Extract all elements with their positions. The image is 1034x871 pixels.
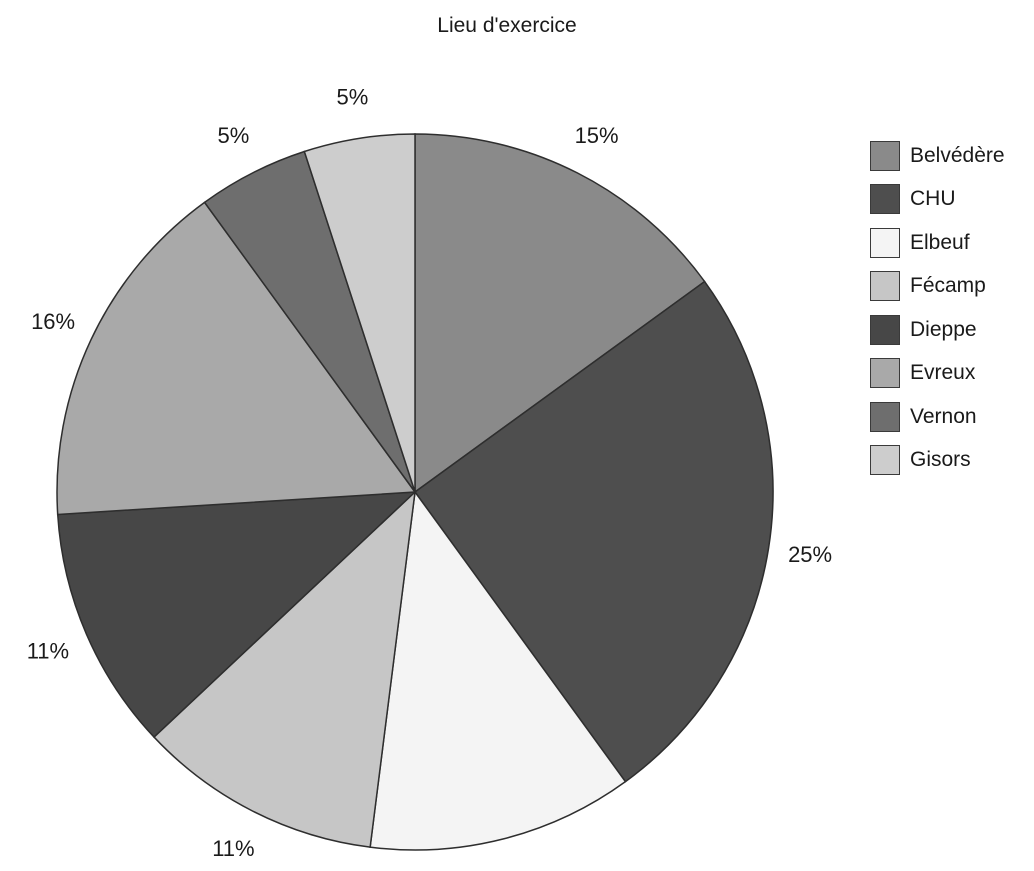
legend-item: Fécamp [870,265,1032,309]
legend-item: Vernon [870,395,1032,439]
pie-slice-4 [56,491,418,739]
pie-slice-labels: 15% 25% 12% 11% 11% 16% 5% 5% [27,84,832,871]
legend-label: Evreux [910,361,976,385]
legend-swatch [870,184,900,215]
legend-label: Dieppe [910,317,977,341]
legend-swatch [870,445,900,476]
legend-item: Belvédère [870,134,1032,178]
pie-slice-1 [413,280,774,783]
pie-slice-2 [369,490,627,851]
legend-item: Gisors [870,439,1032,483]
slice-value-label: 5% [218,123,250,148]
legend-swatch [870,271,900,302]
legend-label: Vernon [910,404,977,428]
legend-label: Gisors [910,448,971,472]
legend-item: Elbeuf [870,221,1032,265]
legend-swatch [870,358,900,389]
legend-item: Evreux [870,352,1032,396]
pie-slice-0 [414,133,706,494]
pie-slices [56,133,774,851]
legend-label: Fécamp [910,274,986,298]
chart-title: Lieu d'exercice [437,14,577,37]
slice-value-label: 16% [31,309,75,334]
pie-slice-7 [303,133,416,493]
legend-label: CHU [910,187,956,211]
slice-value-label: 11% [27,638,69,663]
slice-value-label: 5% [337,84,369,109]
slice-value-label: 11% [212,836,254,861]
legend-swatch [870,314,900,345]
slice-value-label: 15% [575,123,619,148]
slice-value-label: 25% [788,542,832,567]
legend-swatch [870,401,900,432]
chart-legend: Belvédère CHU Elbeuf Fécamp Dieppe Evreux Vern… [870,134,1032,482]
legend-item: Dieppe [870,308,1032,352]
legend-label: Elbeuf [910,230,970,254]
legend-swatch [870,227,900,258]
legend-swatch [870,140,900,171]
slice-value-label: 12% [492,867,536,871]
pie-slice-5 [56,201,417,516]
legend-label: Belvédère [910,143,1005,167]
legend-item: CHU [870,178,1032,222]
pie-slice-3 [152,490,417,849]
